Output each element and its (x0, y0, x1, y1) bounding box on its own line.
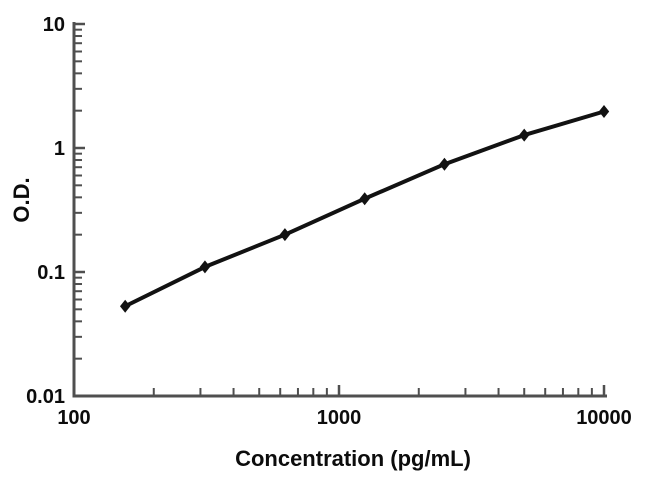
y-tick-label: 1 (54, 138, 65, 160)
data-point-marker (199, 260, 211, 274)
y-tick-label: 0.1 (37, 262, 65, 284)
data-point-marker (119, 299, 131, 313)
x-tick-label: 10000 (576, 407, 632, 429)
x-axis-title: Concentration (pg/mL) (235, 446, 471, 471)
data-point-marker (598, 104, 610, 118)
y-tick-label: 10 (43, 14, 65, 36)
data-point-marker (359, 192, 370, 206)
data-point-marker (439, 157, 450, 171)
y-axis-title: O.D. (9, 177, 34, 223)
series-line (123, 109, 606, 309)
x-tick-label: 100 (57, 407, 90, 429)
data-point-marker (519, 128, 530, 142)
x-tick-label: 1000 (317, 407, 362, 429)
data-point-marker (279, 228, 291, 242)
y-tick-label: 0.01 (26, 386, 65, 408)
